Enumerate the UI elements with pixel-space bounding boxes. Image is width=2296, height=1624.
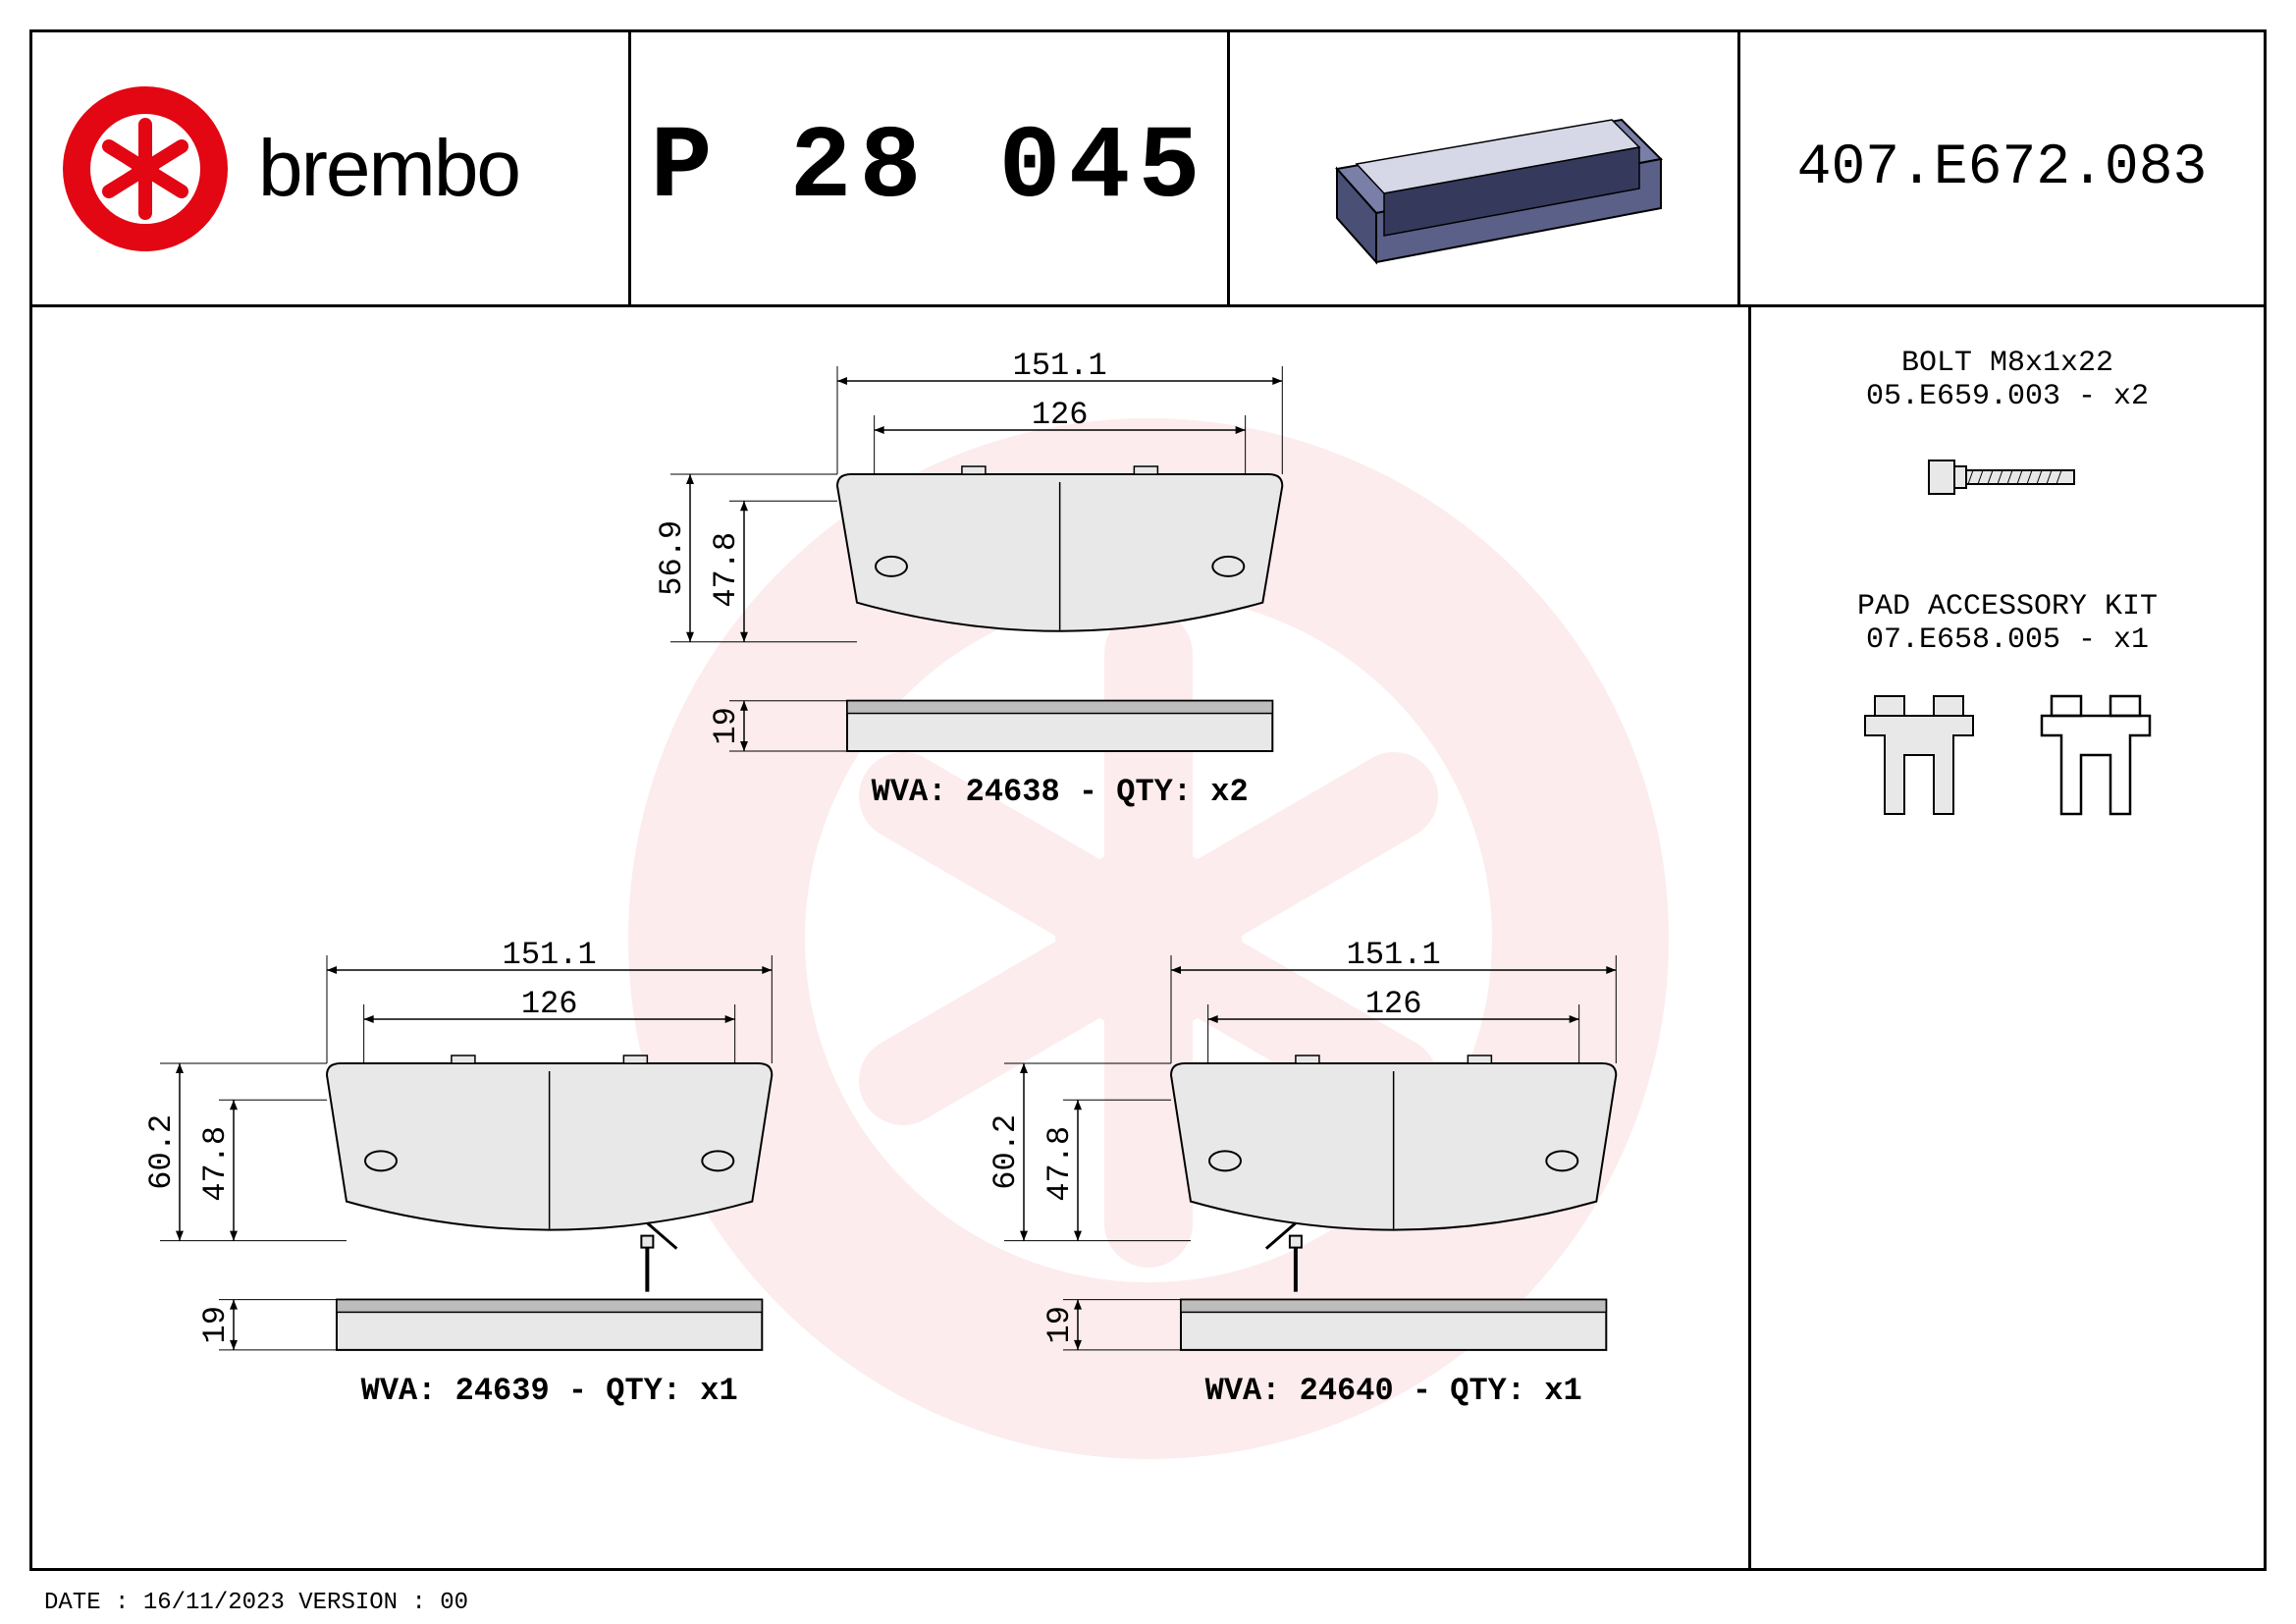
- accessory-bolt: BOLT M8x1x22 05.E659.003 - x2: [1781, 347, 2234, 512]
- svg-text:WVA: 24638 - QTY: x2: WVA: 24638 - QTY: x2: [872, 774, 1249, 810]
- svg-text:47.8: 47.8: [708, 532, 744, 608]
- svg-text:60.2: 60.2: [143, 1114, 180, 1190]
- svg-text:47.8: 47.8: [1041, 1126, 1078, 1202]
- logo-cell: brembo: [32, 32, 631, 304]
- svg-text:151.1: 151.1: [503, 937, 597, 973]
- svg-text:WVA: 24639 - QTY: x1: WVA: 24639 - QTY: x1: [361, 1373, 738, 1409]
- svg-text:47.8: 47.8: [197, 1126, 234, 1202]
- pad-drawing-24639: 151.1 126 60.2 47.8 19: [72, 926, 877, 1476]
- pad-3d-render-icon: [1249, 51, 1720, 287]
- render-cell: [1230, 32, 1740, 304]
- brand-name: brembo: [258, 123, 519, 215]
- drawing-code: 407.E672.083: [1797, 136, 2208, 200]
- accessory-code: 05.E659.003 - x2: [1781, 380, 2234, 413]
- svg-text:60.2: 60.2: [988, 1114, 1024, 1190]
- svg-text:19: 19: [197, 1306, 234, 1343]
- accessory-title: PAD ACCESSORY KIT: [1781, 590, 2234, 623]
- svg-text:WVA: 24640 - QTY: x1: WVA: 24640 - QTY: x1: [1205, 1373, 1582, 1409]
- accessory-kit: PAD ACCESSORY KIT 07.E658.005 - x1: [1781, 590, 2234, 834]
- svg-text:126: 126: [1365, 986, 1422, 1022]
- brembo-logo-icon: [62, 85, 229, 252]
- clips-icon: [1781, 686, 2234, 834]
- footer-text: DATE : 16/11/2023 VERSION : 00: [44, 1590, 468, 1616]
- drawing-code-cell: 407.E672.083: [1740, 32, 2264, 304]
- svg-text:126: 126: [1032, 397, 1089, 433]
- header-row: brembo P 28 045 407.E672.083: [32, 32, 2264, 307]
- part-number-cell: P 28 045: [631, 32, 1230, 304]
- pad-drawing-24638: 151.1 126 56.9 47.8 19 WVA: 24638 - QTY:: [582, 337, 1387, 887]
- drawing-sheet: brembo P 28 045 407.E672.083: [29, 29, 2267, 1571]
- drawing-area: 151.1 126 56.9 47.8 19 WVA: 24638 - QTY:: [32, 307, 1750, 1569]
- accessory-code: 07.E658.005 - x1: [1781, 623, 2234, 657]
- svg-text:56.9: 56.9: [654, 520, 690, 596]
- accessory-title: BOLT M8x1x22: [1781, 347, 2234, 380]
- part-number: P 28 045: [650, 110, 1207, 227]
- svg-text:126: 126: [521, 986, 578, 1022]
- pad-drawing-24640: 151.1 126 60.2 47.8 19: [916, 926, 1721, 1476]
- svg-text:151.1: 151.1: [1347, 937, 1441, 973]
- svg-text:19: 19: [708, 707, 744, 744]
- svg-text:19: 19: [1041, 1306, 1078, 1343]
- svg-text:151.1: 151.1: [1013, 348, 1107, 384]
- bolt-icon: [1781, 443, 2234, 512]
- accessories-sidebar: BOLT M8x1x22 05.E659.003 - x2: [1748, 307, 2264, 1569]
- content-area: 151.1 126 56.9 47.8 19 WVA: 24638 - QTY:: [32, 307, 2264, 1569]
